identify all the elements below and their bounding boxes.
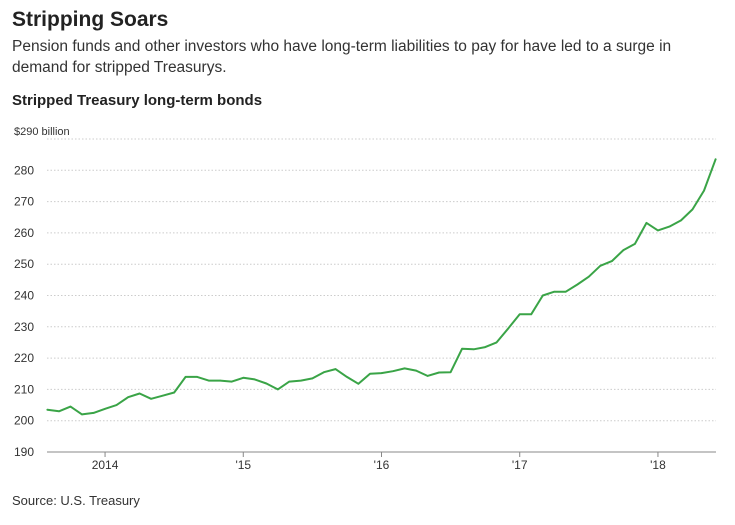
data-point	[484, 346, 487, 348]
data-point	[680, 219, 682, 222]
data-point	[472, 348, 475, 351]
data-point	[184, 376, 187, 378]
y-tick-label: 230	[14, 320, 34, 334]
data-point	[588, 275, 590, 278]
data-point	[311, 377, 314, 380]
data-point	[495, 341, 498, 344]
data-point	[403, 367, 406, 370]
data-point	[691, 208, 694, 211]
data-point	[265, 382, 268, 385]
gridlines	[47, 138, 716, 453]
data-point	[334, 368, 337, 370]
data-point	[542, 294, 544, 297]
data-point	[346, 376, 348, 378]
data-point	[599, 265, 602, 267]
data-point	[253, 378, 256, 381]
data-point	[46, 408, 49, 411]
x-tick-label: 2014	[92, 458, 119, 472]
page-subtitle: Pension funds and other investors who ha…	[12, 38, 672, 76]
y-tick-label: 260	[14, 226, 34, 240]
data-point	[461, 347, 463, 350]
page-title: Stripping Soars	[12, 8, 169, 31]
x-tick-label: '15	[235, 458, 251, 472]
data-point	[668, 225, 671, 228]
y-tick-label: 190	[14, 445, 34, 459]
y-tick-label: 250	[14, 257, 34, 271]
data-point	[196, 376, 198, 378]
data-point	[104, 408, 106, 410]
data-point	[138, 392, 141, 395]
series-layer	[46, 158, 717, 416]
y-tick-label: 210	[14, 382, 34, 396]
data-point	[288, 380, 291, 383]
data-point	[518, 313, 521, 316]
data-point	[173, 391, 175, 394]
data-point	[92, 412, 95, 414]
series-line	[46, 158, 717, 416]
data-point	[242, 377, 245, 379]
data-point	[703, 189, 705, 192]
data-point	[449, 371, 452, 374]
data-point	[231, 380, 233, 383]
data-point	[622, 249, 625, 251]
data-point	[81, 413, 83, 416]
y-axis-labels: 280 270 260 250 240 230 220 210 200 190	[14, 163, 34, 459]
data-point	[565, 290, 567, 293]
data-point	[115, 404, 118, 406]
y-tick-label: 220	[14, 351, 34, 365]
data-point	[127, 396, 129, 399]
data-point	[300, 379, 302, 382]
data-point	[714, 158, 717, 161]
data-point	[530, 313, 532, 316]
data-point	[611, 260, 613, 262]
data-point	[150, 398, 152, 400]
data-point	[357, 383, 360, 385]
data-point	[277, 388, 279, 391]
data-point	[380, 372, 383, 374]
data-point	[369, 373, 371, 375]
data-point	[634, 243, 636, 245]
data-point	[415, 369, 417, 372]
data-point	[207, 379, 210, 382]
x-tick-label: '17	[512, 458, 528, 472]
data-point	[507, 327, 510, 330]
data-point	[576, 283, 579, 286]
y-tick-label: 200	[14, 414, 34, 428]
data-point	[58, 410, 60, 413]
data-point	[161, 394, 164, 397]
data-point	[323, 371, 325, 374]
data-point	[657, 229, 659, 232]
x-axis: 2014 '15 '16 '17 '18	[47, 451, 716, 472]
data-point	[645, 222, 648, 224]
x-tick-label: '16	[374, 458, 390, 472]
x-tick-label: '18	[650, 458, 666, 472]
y-tick-label: 270	[14, 195, 34, 209]
y-tick-label: 240	[14, 289, 34, 303]
data-point	[69, 405, 72, 408]
data-point	[438, 371, 440, 374]
data-point	[219, 379, 221, 382]
source-note: Source: U.S. Treasury	[12, 493, 140, 508]
y-axis-unit-label: $290 billion	[14, 126, 70, 138]
data-point	[426, 375, 429, 377]
y-tick-label: 280	[14, 163, 34, 177]
data-point	[392, 370, 394, 373]
data-point	[553, 290, 556, 293]
chart-title: Stripped Treasury long-term bonds	[12, 92, 263, 109]
